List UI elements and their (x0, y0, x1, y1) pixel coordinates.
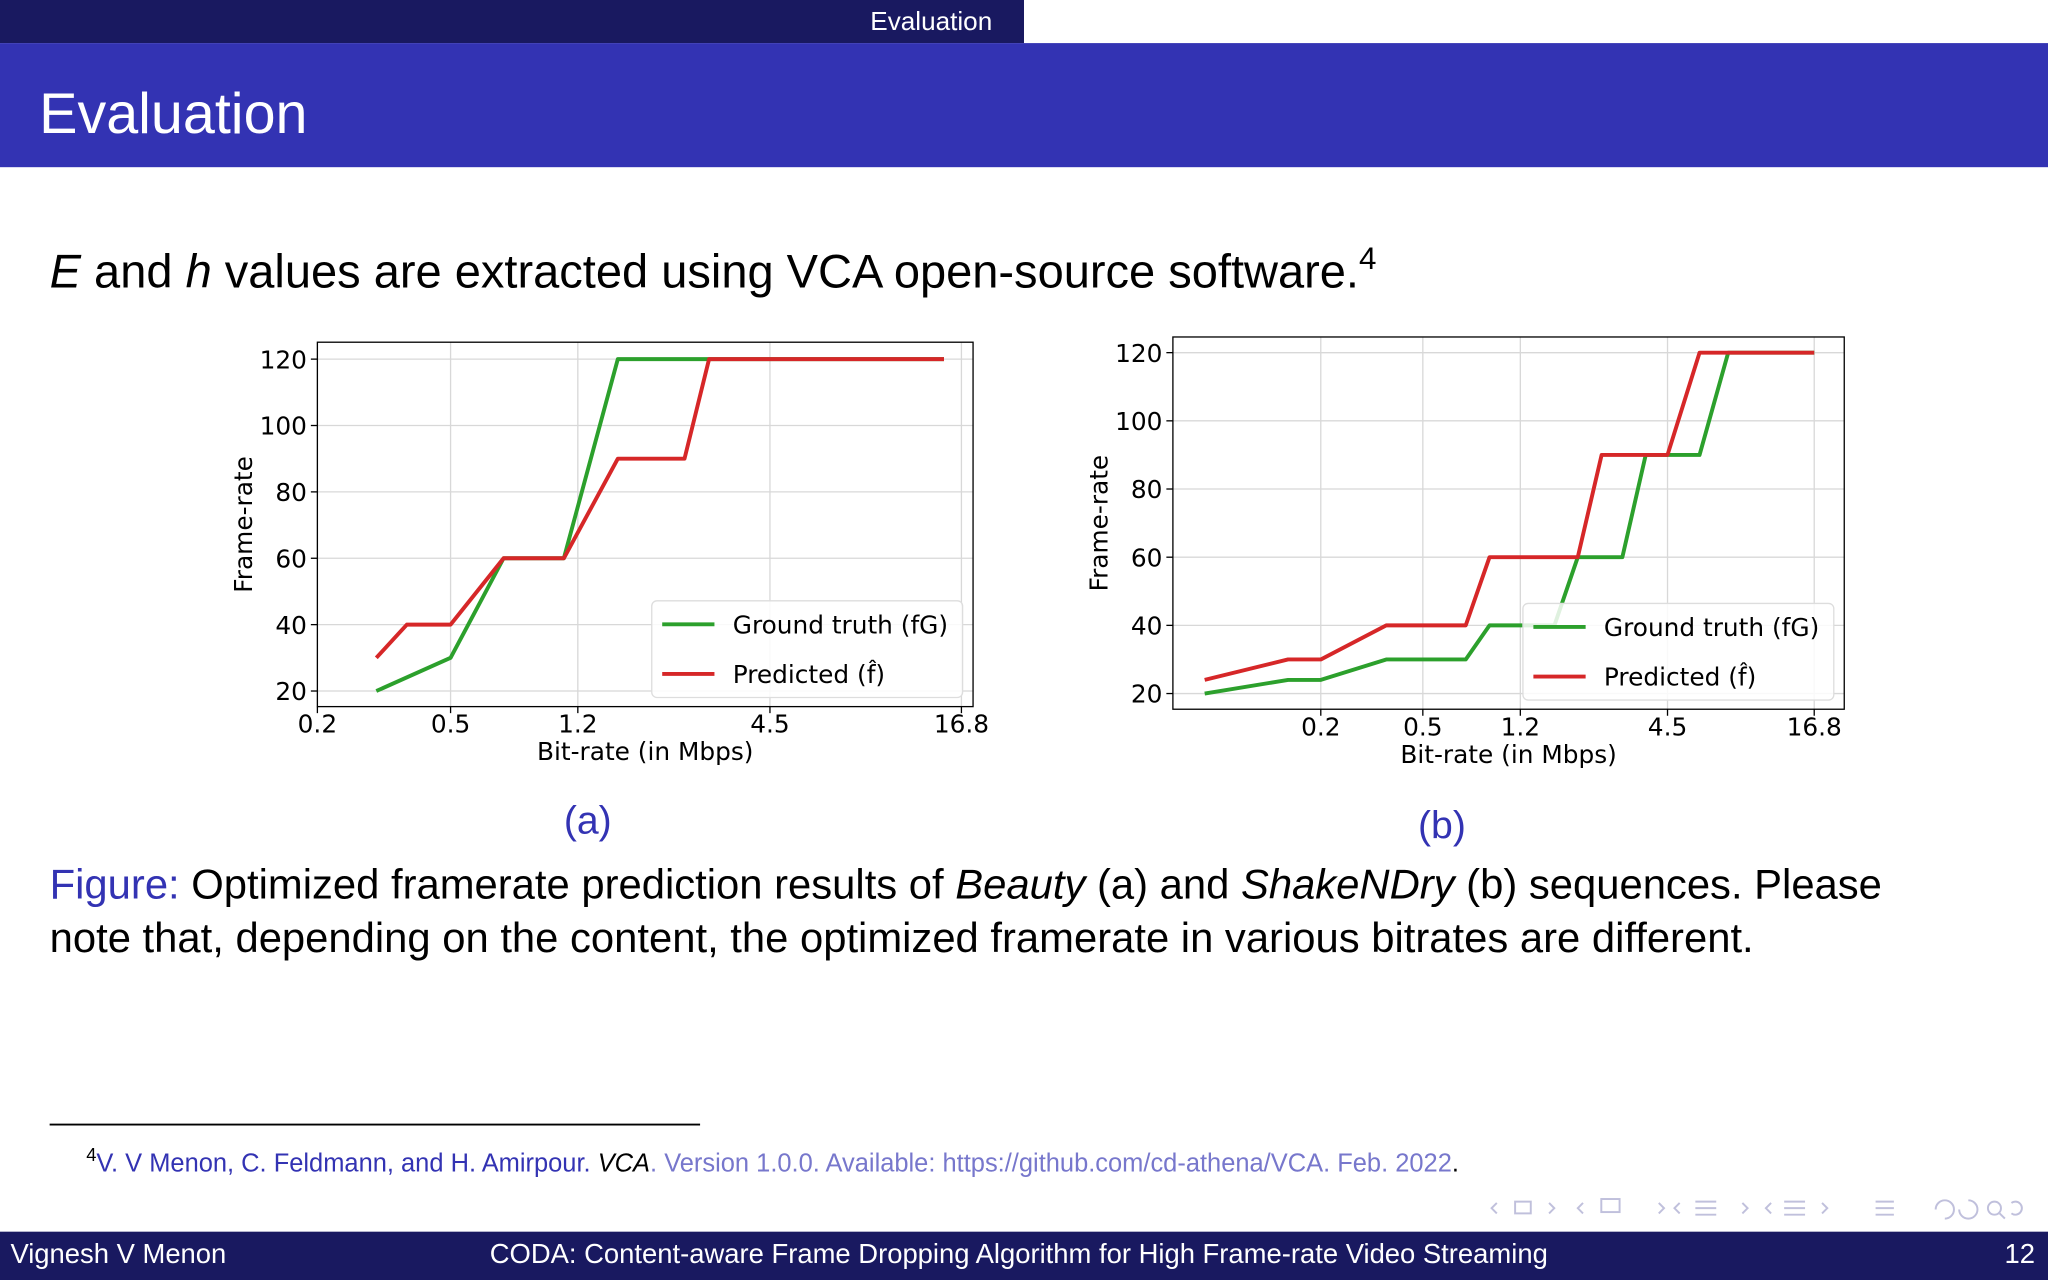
y-tick-label: 100 (260, 412, 307, 441)
footnote-mark: 4 (86, 1144, 96, 1165)
legend-label: Predicted (f̂) (733, 660, 885, 689)
caption-part: (b) sequences. Please (1455, 861, 1882, 908)
plot-frame (1172, 336, 1845, 710)
charts: 0.2 0.5 1.2 4.5 16.8 20 40 60 80 100 120 Bit-rate (… (229, 336, 1845, 769)
series-line (374, 357, 944, 660)
y-tick-label: 20 (275, 677, 307, 706)
x-tick-label: 1.2 (1501, 712, 1540, 741)
x-tick-label: 16.8 (934, 710, 989, 739)
chart: 0.2 0.5 1.2 4.5 16.8 20 40 60 80 100 120 Bit-rate (… (229, 341, 989, 766)
caption-part: Beauty (955, 861, 1087, 908)
footnote-end: . (1452, 1150, 1459, 1178)
x-axis-label: Bit-rate (in Mbps) (537, 737, 753, 766)
footer-bar (0, 1231, 2048, 1280)
y-tick-label: 40 (275, 611, 307, 640)
x-tick-label: 0.2 (1301, 712, 1340, 741)
y-axis-label: Frame-rate (229, 456, 258, 593)
section-bar (0, 0, 1024, 44)
footnote-mark: 4 (1359, 241, 1376, 276)
x-tick-label: 4.5 (1648, 712, 1687, 741)
chart: 0.2 0.5 1.2 4.5 16.8 20 40 60 80 100 120 Bit-rate (… (1085, 336, 1845, 769)
y-axis-label: Frame-rate (1085, 455, 1114, 592)
footnote-title: VCA (598, 1150, 650, 1178)
y-tick-label: 120 (1115, 339, 1162, 368)
legend-label: Predicted (f̂) (1604, 663, 1756, 692)
section-name: Evaluation (870, 6, 992, 36)
legend-label: Ground truth (fG) (1604, 613, 1819, 642)
y-tick-label: 60 (275, 544, 307, 573)
legend-box (1522, 602, 1835, 701)
footer-author: Vignesh V Menon (10, 1238, 226, 1269)
caption-label: Figure: (50, 861, 180, 908)
intro-part: h (186, 244, 212, 297)
footnote: 4V. V Menon, C. Feldmann, and H. Amirpou… (86, 1144, 1459, 1177)
legend-label: Ground truth (fG) (733, 610, 948, 639)
x-tick-label: 0.5 (431, 710, 470, 739)
y-tick-label: 120 (260, 345, 307, 374)
intro-part: values are extracted using VCA open-sour… (212, 244, 1359, 297)
y-tick-label: 80 (1131, 475, 1163, 504)
subfigure-label: (a) (564, 799, 612, 842)
intro-part: E (50, 244, 82, 297)
plot-frame (316, 341, 974, 708)
caption-part: ShakeNDry (1241, 861, 1457, 908)
title-bar (0, 43, 2048, 168)
footnote-details[interactable]: . Version 1.0.0. Available: https://gith… (650, 1150, 1452, 1178)
legend-box (651, 600, 964, 699)
caption-line: Figure: Optimized framerate prediction r… (50, 861, 1882, 908)
slide-title: Evaluation (39, 82, 307, 146)
caption-part: (a) and (1085, 861, 1241, 908)
nav-icons[interactable] (1490, 1198, 2023, 1220)
intro-text: E and h values are extracted using VCA o… (50, 241, 1377, 297)
x-tick-label: 16.8 (1787, 712, 1842, 741)
x-tick-label: 1.2 (558, 710, 597, 739)
y-tick-label: 40 (1131, 612, 1163, 641)
x-tick-label: 0.2 (298, 710, 337, 739)
footer-title: CODA: Content-aware Frame Dropping Algor… (490, 1238, 1548, 1269)
y-tick-label: 60 (1131, 543, 1163, 572)
intro-part: and (81, 244, 186, 297)
x-tick-label: 4.5 (750, 710, 789, 739)
x-axis-label: Bit-rate (in Mbps) (1400, 740, 1616, 769)
x-tick-label: 0.5 (1403, 712, 1442, 741)
subfigure-label: (b) (1418, 805, 1466, 848)
y-tick-label: 80 (275, 478, 307, 507)
caption-line: note that, depending on the content, the… (50, 914, 1754, 961)
series-line (1204, 350, 1815, 682)
y-tick-label: 100 (1115, 407, 1162, 436)
page-number: 12 (2004, 1238, 2034, 1269)
footnote-authors: V. V Menon, C. Feldmann, and H. Amirpour… (96, 1150, 590, 1178)
caption-part: Optimized framerate prediction results o… (180, 861, 956, 908)
y-tick-label: 20 (1131, 680, 1163, 709)
